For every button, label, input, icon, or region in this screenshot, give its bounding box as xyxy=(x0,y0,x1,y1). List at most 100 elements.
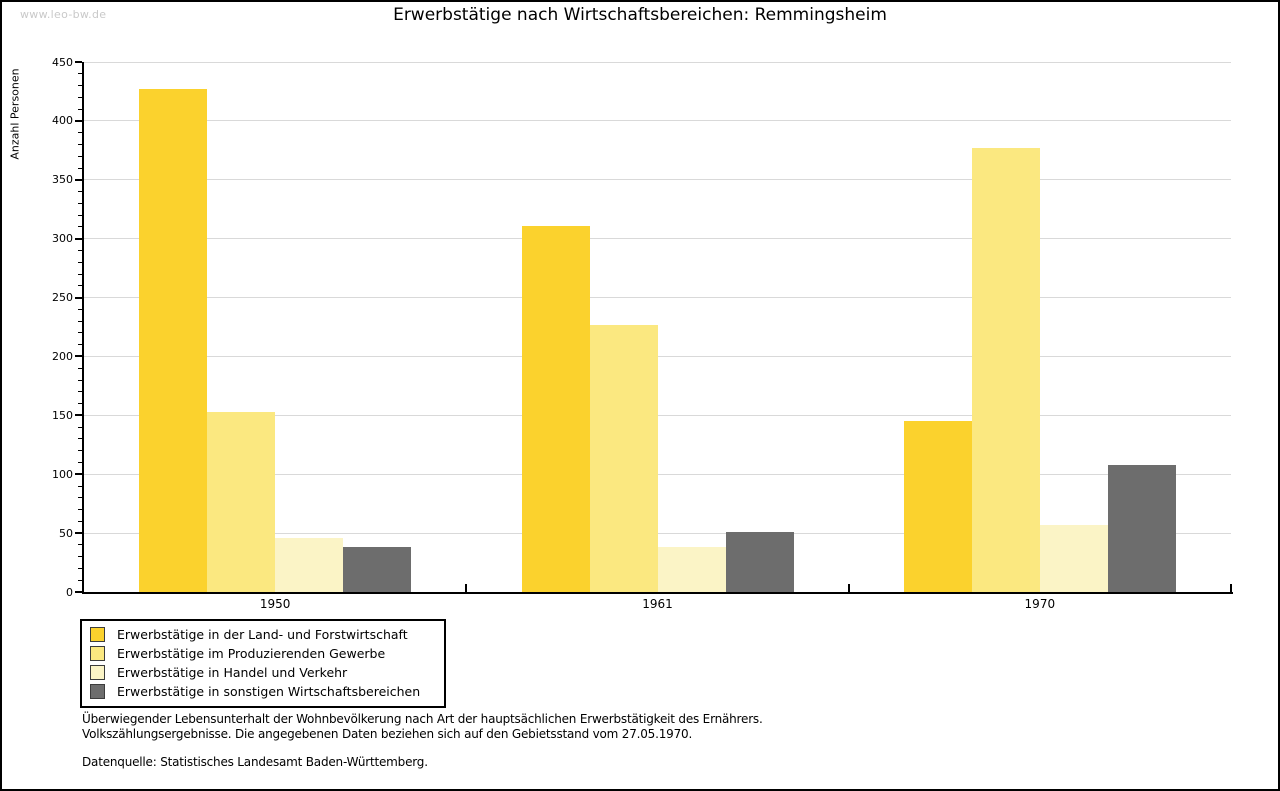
y-tick-label-400: 400 xyxy=(52,114,73,128)
y-minor-tick-430 xyxy=(78,85,82,87)
y-minor-tick-310 xyxy=(78,226,82,228)
y-major-tick-0 xyxy=(75,591,82,593)
legend-label-3: Erwerbstätige in Handel und Verkehr xyxy=(117,665,348,680)
x-tick-label-1970: 1970 xyxy=(1024,597,1056,611)
y-tick-label-350: 350 xyxy=(52,173,73,187)
y-major-tick-150 xyxy=(75,414,82,417)
y-minor-tick-380 xyxy=(78,143,82,145)
y-major-tick-450 xyxy=(75,61,82,63)
y-minor-tick-210 xyxy=(78,344,82,346)
bar-1961-series1 xyxy=(521,225,590,592)
x-tick-label-1961: 1961 xyxy=(642,597,673,611)
y-minor-tick-420 xyxy=(78,96,82,98)
bar-1970-series2 xyxy=(971,147,1040,592)
y-major-tick-400 xyxy=(75,119,82,122)
y-tick-label-150: 150 xyxy=(52,408,73,422)
y-minor-tick-180 xyxy=(78,379,82,381)
y-axis-title: Anzahl Personen xyxy=(8,68,22,160)
chart-title: Erwerbstätige nach Wirtschaftsbereichen:… xyxy=(393,5,887,25)
y-minor-tick-270 xyxy=(78,273,82,275)
bar-1950-series4 xyxy=(343,547,412,592)
bar-1961-series2 xyxy=(589,324,658,592)
footer-line-1: Überwiegender Lebensunterhalt der Wohnbe… xyxy=(82,712,763,726)
y-minor-tick-160 xyxy=(78,403,82,405)
y-minor-tick-240 xyxy=(78,308,82,310)
x-axis-line xyxy=(82,592,1233,594)
bar-1970-series1 xyxy=(903,421,972,592)
legend-item-3: Erwerbstätige in Handel und Verkehr xyxy=(90,663,436,682)
y-minor-tick-40 xyxy=(78,544,82,546)
bar-1970-series4 xyxy=(1107,464,1176,592)
footer-notes: Überwiegender Lebensunterhalt der Wohnbe… xyxy=(82,712,763,770)
y-minor-tick-280 xyxy=(78,261,82,263)
gridline-350 xyxy=(84,179,1231,181)
y-minor-tick-330 xyxy=(78,202,82,204)
legend-swatch-3 xyxy=(90,665,105,680)
y-tick-label-300: 300 xyxy=(52,232,73,246)
y-tick-label-50: 50 xyxy=(59,526,73,540)
y-axis-line xyxy=(82,62,84,594)
legend-item-2: Erwerbstätige im Produzierenden Gewerbe xyxy=(90,644,436,663)
y-minor-tick-220 xyxy=(78,332,82,334)
x-tick-1 xyxy=(465,584,468,592)
gridline-300 xyxy=(84,238,1231,240)
y-minor-tick-360 xyxy=(78,167,82,169)
y-minor-tick-230 xyxy=(78,320,82,322)
y-major-tick-350 xyxy=(75,178,82,181)
bar-1961-series3 xyxy=(657,547,726,592)
x-tick-label-1950: 1950 xyxy=(259,597,291,611)
gridline-100 xyxy=(84,473,1231,475)
y-major-tick-300 xyxy=(75,237,82,240)
legend-item-4: Erwerbstätige in sonstigen Wirtschaftsbe… xyxy=(90,682,436,701)
y-minor-tick-70 xyxy=(78,509,82,511)
plot-area xyxy=(84,61,1231,592)
gridline-450 xyxy=(84,61,1231,63)
y-minor-tick-30 xyxy=(78,556,82,558)
gridline-150 xyxy=(84,414,1231,416)
bar-1961-series4 xyxy=(725,531,794,592)
bar-1950-series2 xyxy=(207,411,276,592)
legend-swatch-1 xyxy=(90,627,105,642)
y-major-tick-100 xyxy=(75,473,82,476)
y-minor-tick-90 xyxy=(78,485,82,487)
gridline-50 xyxy=(84,532,1231,534)
y-minor-tick-370 xyxy=(78,155,82,157)
gridline-400 xyxy=(84,120,1231,122)
legend-swatch-4 xyxy=(90,684,105,699)
y-minor-tick-440 xyxy=(78,73,82,75)
y-tick-label-100: 100 xyxy=(52,467,73,481)
bar-1950-series3 xyxy=(275,537,344,592)
y-minor-tick-120 xyxy=(78,450,82,452)
data-source-note: Datenquelle: Statistisches Landesamt Bad… xyxy=(82,755,428,769)
y-minor-tick-390 xyxy=(78,132,82,134)
y-tick-label-250: 250 xyxy=(52,291,73,305)
y-tick-label-0: 0 xyxy=(66,585,73,599)
legend: Erwerbstätige in der Land- und Forstwirt… xyxy=(80,619,446,708)
y-minor-tick-260 xyxy=(78,285,82,287)
y-minor-tick-80 xyxy=(78,497,82,499)
y-minor-tick-110 xyxy=(78,461,82,463)
y-major-tick-250 xyxy=(75,296,82,299)
gridline-200 xyxy=(84,355,1231,357)
x-tick-3 xyxy=(1230,584,1232,592)
legend-label-1: Erwerbstätige in der Land- und Forstwirt… xyxy=(117,627,408,642)
gridline-250 xyxy=(84,297,1231,299)
watermark: www.leo-bw.de xyxy=(20,8,107,21)
y-minor-tick-170 xyxy=(78,391,82,393)
bar-1950-series1 xyxy=(139,89,208,592)
y-major-tick-50 xyxy=(75,532,82,535)
x-tick-2 xyxy=(847,584,850,592)
y-tick-label-450: 450 xyxy=(52,55,73,69)
legend-item-1: Erwerbstätige in der Land- und Forstwirt… xyxy=(90,625,436,644)
y-minor-tick-290 xyxy=(78,249,82,251)
y-minor-tick-190 xyxy=(78,367,82,369)
footer-line-2: Volkszählungsergebnisse. Die angegebenen… xyxy=(82,726,693,741)
bar-1970-series3 xyxy=(1039,524,1108,592)
y-minor-tick-10 xyxy=(78,579,82,581)
legend-label-2: Erwerbstätige im Produzierenden Gewerbe xyxy=(117,646,386,661)
y-minor-tick-410 xyxy=(78,108,82,110)
y-minor-tick-320 xyxy=(78,214,82,216)
y-major-tick-200 xyxy=(75,355,82,358)
y-minor-tick-60 xyxy=(78,520,82,522)
